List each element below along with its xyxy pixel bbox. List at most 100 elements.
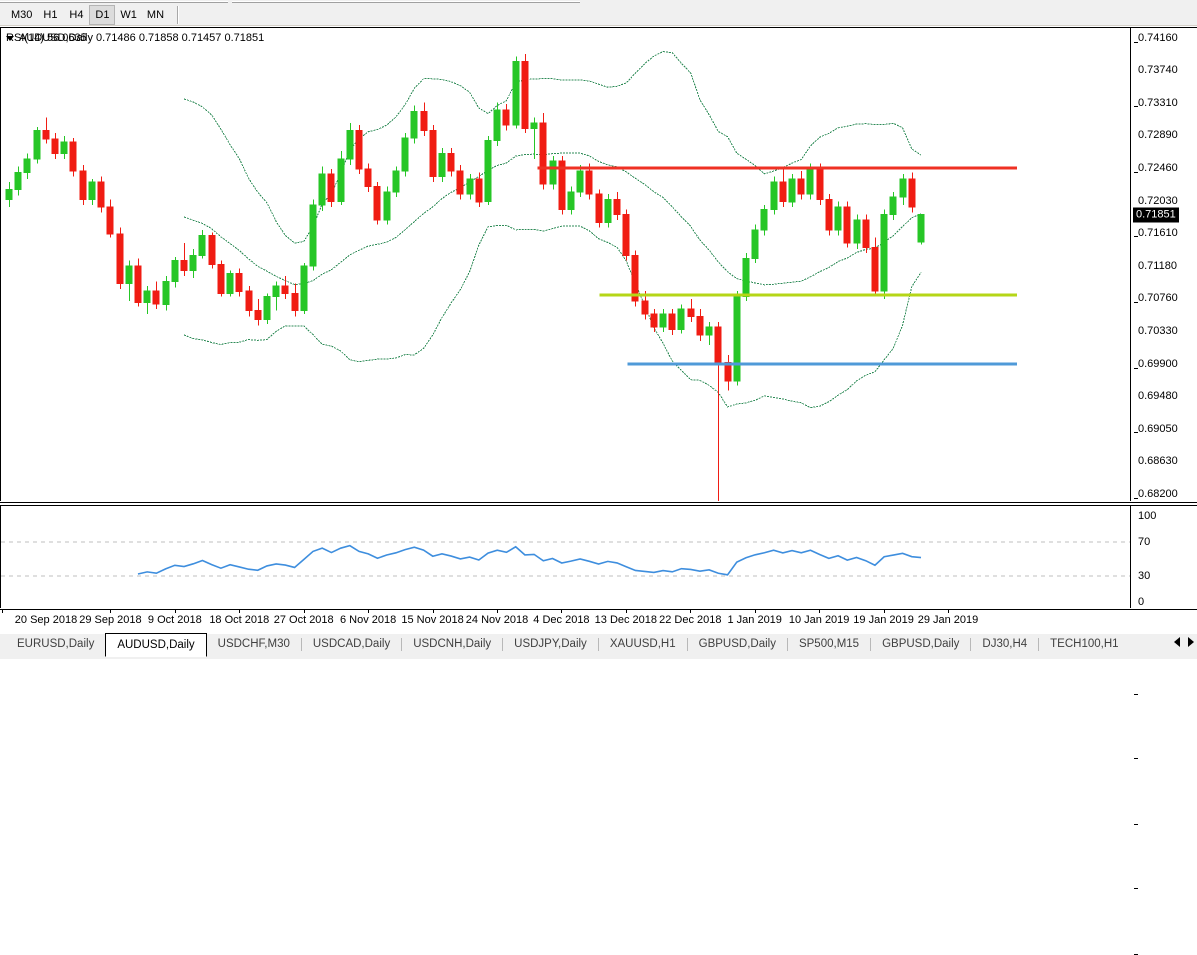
timeframe-button-m30[interactable]: M30 [11, 9, 33, 21]
tab-scroll-right-icon[interactable] [1188, 637, 1194, 647]
candle-body [502, 109, 510, 126]
chart-tab-usdcad-daily[interactable]: USDCAD,Daily [312, 638, 391, 650]
price-axis-tick [1134, 758, 1138, 760]
candle-body [631, 254, 639, 302]
chart-tab-usdjpy-daily[interactable]: USDJPY,Daily [514, 638, 587, 650]
rsi-axis-label: 100 [1138, 510, 1157, 522]
time-axis-label: 20 Sep 2018 [14, 614, 78, 626]
tab-separator [786, 638, 788, 651]
chart-frame: AUDUSD,Daily 0.71486 0.71858 0.71457 0.7… [0, 27, 1197, 955]
rsi-chart-canvas[interactable] [1, 506, 1130, 608]
candle-body [604, 198, 612, 223]
time-axis-label: 29 Sep 2018 [79, 614, 142, 626]
toolbar-grip-handle-left[interactable] [0, 1, 228, 3]
candle-body [595, 193, 603, 223]
price-scale-axis[interactable]: 0.74160 0.73740 0.73310 0.72890 0.72460 0.720… [1130, 28, 1197, 955]
candle-body [806, 168, 814, 195]
time-scale-axis[interactable]: 20 Sep 2018 29 Sep 2018 9 Oct 2018 18 Oct 2… [0, 609, 1197, 633]
chart-tab-usdcnh-daily[interactable]: USDCNH,Daily [413, 638, 492, 650]
price-axis-label: 0.69900 [1134, 358, 1178, 695]
time-axis-tick [754, 610, 756, 613]
chart-tab-audusd-daily[interactable]: AUDUSD,Daily [105, 633, 207, 657]
timeframe-button-h4[interactable]: H4 [69, 9, 84, 21]
chart-collapse-arrow-icon[interactable] [6, 35, 14, 41]
time-axis-label: 9 Oct 2018 [147, 614, 202, 626]
price-axis-label: 0.71610 [1134, 227, 1178, 434]
price-axis-label: 0.69480 [1134, 390, 1178, 760]
timeframe-button-w1[interactable]: W1 [120, 9, 137, 21]
candle-body [659, 313, 667, 328]
bollinger-upper-band [183, 51, 922, 244]
time-axis-tick [497, 610, 498, 613]
candle-body [263, 296, 271, 321]
price-axis-tick [1134, 236, 1138, 238]
candle-body [97, 181, 105, 208]
candle-body [760, 208, 768, 231]
bollinger-middle-band [183, 152, 922, 286]
toolbar-grip-handle-right[interactable] [232, 1, 580, 3]
price-chart-panel[interactable] [0, 28, 1130, 501]
candle-body [429, 130, 437, 177]
tab-separator [597, 638, 599, 651]
timeframe-button-h1[interactable]: H1 [43, 9, 58, 21]
candle-body [456, 170, 464, 195]
panel-divider[interactable] [0, 502, 1197, 504]
tab-separator [300, 638, 302, 651]
candle-body [245, 290, 253, 311]
timeframe-button-mn[interactable]: MN [146, 9, 165, 21]
candle-body [300, 265, 308, 311]
candle-body [908, 178, 916, 208]
chart-tab-dj30-h4[interactable]: DJ30,H4 [982, 638, 1028, 650]
candle-body [318, 173, 326, 206]
price-axis-label: 0.73310 [1134, 97, 1178, 174]
candle-body [125, 265, 133, 285]
price-axis-tick [1134, 42, 1138, 43]
candle-body [355, 130, 363, 170]
current-price-tag: 0.71851 [1133, 207, 1179, 223]
price-axis-label: 0.70330 [1134, 325, 1178, 630]
price-axis-tick [1134, 432, 1138, 434]
candle-body [291, 293, 299, 311]
time-axis-tick [690, 610, 692, 613]
chart-tab-xauusd-h1[interactable]: XAUUSD,H1 [609, 638, 676, 650]
timeframe-button-d1[interactable]: D1 [89, 5, 116, 25]
candle-body [530, 122, 538, 129]
rsi-scale-axis[interactable]: 100 70 30 0 [1130, 505, 1197, 608]
time-axis-tick [110, 610, 112, 613]
candle-body [899, 178, 907, 198]
candle-body [825, 198, 833, 231]
chart-tab-sp500-m15[interactable]: SP500,M15 [798, 638, 860, 650]
time-axis-label: 4 Dec 2018 [533, 614, 590, 626]
candle-body [650, 313, 658, 328]
candle-body [410, 110, 418, 139]
time-axis-tick [174, 610, 176, 613]
tab-separator [870, 638, 872, 651]
price-axis-label: 0.72030 [1134, 195, 1178, 369]
candle-body [272, 285, 280, 298]
chart-tab-usdchf-m30[interactable]: USDCHF,M30 [217, 638, 290, 650]
candle-body [521, 61, 529, 129]
price-axis-label: 0.74160 [1134, 32, 1178, 44]
candle-body [373, 185, 381, 221]
candle-body [466, 178, 474, 195]
price-axis-label: 0.68200 [1134, 488, 1178, 955]
candle-body [392, 170, 400, 193]
tab-scroll-left-icon[interactable] [1174, 637, 1180, 647]
chart-tab-gbpusd-daily[interactable]: GBPUSD,Daily [882, 638, 960, 650]
time-axis-label: 18 Oct 2018 [209, 614, 270, 626]
rsi-indicator-panel[interactable] [0, 505, 1130, 608]
chart-tab-eurusd-daily[interactable]: EURUSD,Daily [17, 638, 95, 650]
candle-body [42, 130, 50, 140]
candle-body [14, 172, 22, 190]
tabbar-top-edge [0, 633, 1197, 634]
candle-body [33, 130, 41, 160]
candle-body [60, 141, 68, 155]
price-chart-canvas[interactable] [1, 28, 1130, 501]
candle-body [889, 196, 897, 216]
candle-body [420, 110, 428, 132]
candle-body [162, 280, 170, 305]
chart-tab-gbpusd-daily[interactable]: GBPUSD,Daily [698, 638, 776, 650]
candle-body [484, 140, 492, 203]
chart-tab-tech100-h1[interactable]: TECH100,H1 [1050, 638, 1119, 650]
candle-body [401, 137, 409, 172]
